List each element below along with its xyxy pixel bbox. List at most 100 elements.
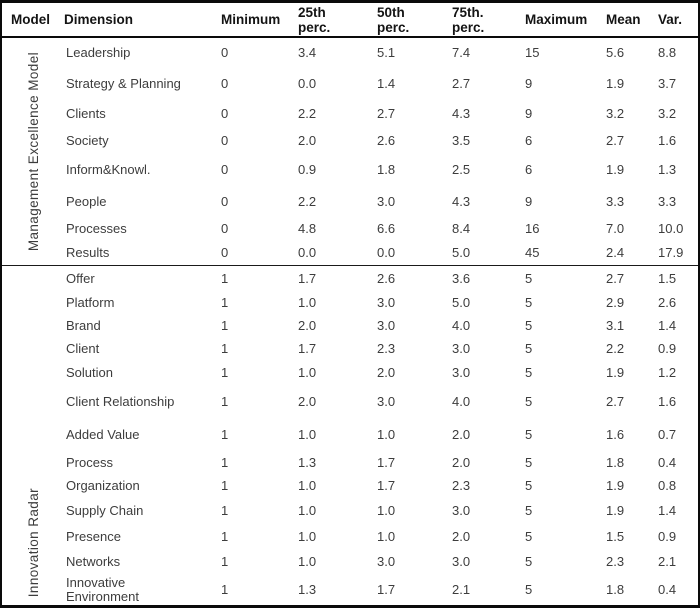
dimension-cell: Brand: [66, 317, 101, 333]
stat-cell: 9: [525, 76, 533, 91]
stat-cell: 3.2: [658, 106, 677, 121]
header-50th-line2: perc.: [377, 19, 410, 35]
stat-cell: 1: [221, 340, 229, 356]
dimension-cell: Clients: [66, 106, 106, 121]
stat-cell: 1.8: [606, 454, 625, 470]
table-row: Presence 1 1.0 1.0 2.0 5 1.5 0.9: [64, 524, 698, 549]
stat-cell: 1: [221, 502, 229, 518]
table-row: Innovative Environment 1 1.3 1.7 2.1 5 1.8 0.4: [64, 574, 698, 605]
stat-cell: 1.7: [377, 477, 396, 493]
stat-cell: 0.0: [298, 76, 317, 91]
stat-cell: 1.2: [658, 364, 677, 380]
stat-cell: 10.0: [658, 221, 684, 236]
stat-cell: 1: [221, 454, 229, 470]
table-row: People 0 2.2 3.0 4.3 9 3.3 3.3: [64, 187, 698, 217]
table-row: Processes 0 4.8 6.6 8.4 16 7.0 10.0: [64, 217, 698, 241]
stat-cell: 1: [221, 477, 229, 493]
table-row: Inform&Knowl. 0 0.9 1.8 2.5 6 1.9 1.3: [64, 153, 698, 187]
stat-cell: 3.0: [452, 364, 471, 380]
dimension-cell: People: [66, 194, 107, 209]
model-group-label: Innovation Radar: [25, 487, 41, 597]
table-row: Results 0 0.0 0.0 5.0 45 2.4 17.9: [64, 241, 698, 265]
dimension-cell: Leadership: [66, 45, 131, 60]
stat-cell: 4.3: [452, 194, 471, 209]
stat-cell: 1.6: [606, 427, 625, 442]
stat-cell: 1.8: [606, 581, 625, 597]
stat-cell: 1: [221, 581, 229, 597]
stat-cell: 1.0: [298, 294, 317, 310]
stat-cell: 1.0: [298, 553, 317, 569]
stat-cell: 1: [221, 427, 229, 442]
stat-cell: 1.5: [658, 270, 677, 286]
table-row: Brand 1 2.0 3.0 4.0 5 3.1 1.4: [64, 314, 698, 337]
stat-cell: 5: [525, 581, 533, 597]
table-row: Client 1 1.7 2.3 3.0 5 2.2 0.9: [64, 337, 698, 360]
stat-cell: 0.8: [658, 477, 677, 493]
header-75th-line1: 75th.: [452, 4, 484, 20]
stat-cell: 1: [221, 294, 229, 310]
stat-cell: 8.8: [658, 45, 677, 60]
stat-cell: 2.7: [452, 76, 471, 91]
stat-cell: 1.3: [658, 162, 677, 177]
stat-cell: 5: [525, 454, 533, 470]
stat-cell: 1.6: [658, 394, 677, 409]
header-25th-line1: 25th: [298, 4, 326, 20]
stat-cell: 5: [525, 553, 533, 569]
section-rows: Leadership 0 3.4 5.1 7.4 15 5.6 8.8 Strategy & P…: [64, 38, 698, 265]
stat-cell: 2.3: [452, 477, 471, 493]
stat-cell: 5: [525, 394, 533, 409]
stat-cell: 2.2: [298, 106, 317, 121]
table-row: Client Relationship 1 2.0 3.0 4.0 5 2.7 1.6: [64, 385, 698, 419]
stat-cell: 2.7: [606, 132, 625, 148]
stat-cell: 1.0: [298, 364, 317, 380]
stat-cell: 3.2: [606, 106, 625, 121]
dimension-cell: Processes: [66, 221, 127, 236]
stat-cell: 5: [525, 502, 533, 518]
header-cell-dimension: Dimension: [64, 12, 134, 27]
stat-cell: 5.0: [452, 245, 471, 260]
stat-cell: 2.1: [452, 581, 471, 597]
table-row: Society 0 2.0 2.6 3.5 6 2.7 1.6: [64, 128, 698, 153]
stat-cell: 3.3: [658, 194, 677, 209]
stat-cell: 0.9: [658, 340, 677, 356]
stat-cell: 1.4: [658, 502, 677, 518]
stat-cell: 3.0: [452, 340, 471, 356]
dimension-cell: Supply Chain: [66, 502, 144, 518]
stat-cell: 2.0: [452, 427, 471, 442]
table-row: Solution 1 1.0 2.0 3.0 5 1.9 1.2: [64, 360, 698, 385]
section-rows: Offer 1 1.7 2.6 3.6 5 2.7 1.5 Platform 1 1.0 3.0 5.0…: [64, 266, 698, 605]
stat-cell: 2.7: [606, 394, 625, 409]
stat-cell: 1.0: [377, 528, 396, 544]
stat-cell: 2.0: [298, 394, 317, 409]
stat-cell: 15: [525, 45, 540, 60]
stat-cell: 5: [525, 340, 533, 356]
header-cell-maximum: Maximum: [525, 12, 588, 27]
stat-cell: 3.0: [377, 294, 396, 310]
stat-cell: 1.0: [377, 502, 396, 518]
stat-cell: 4.0: [452, 317, 471, 333]
stat-cell: 0.7: [658, 427, 677, 442]
stat-cell: 2.0: [298, 317, 317, 333]
stat-cell: 2.3: [606, 553, 625, 569]
stat-cell: 1: [221, 317, 229, 333]
stat-cell: 2.4: [606, 245, 625, 260]
stat-cell: 2.6: [377, 270, 396, 286]
stat-cell: 1.7: [377, 581, 396, 597]
stat-cell: 3.7: [658, 76, 677, 91]
stat-cell: 6: [525, 162, 533, 177]
stat-cell: 0: [221, 194, 229, 209]
stat-cell: 3.0: [377, 194, 396, 209]
stat-cell: 2.2: [298, 194, 317, 209]
stat-cell: 1: [221, 528, 229, 544]
stat-cell: 1.5: [606, 528, 625, 544]
table-row: Strategy & Planning 0 0.0 1.4 2.7 9 1.9 3.7: [64, 68, 698, 100]
stat-cell: 1.7: [377, 454, 396, 470]
stat-cell: 5: [525, 270, 533, 286]
stat-cell: 1.3: [298, 454, 317, 470]
table-row: Offer 1 1.7 2.6 3.6 5 2.7 1.5: [64, 266, 698, 291]
table-row: Clients 0 2.2 2.7 4.3 9 3.2 3.2: [64, 100, 698, 128]
dimension-cell: Organization: [66, 477, 140, 493]
header-cell-75th-perc: 75th. perc.: [452, 5, 525, 35]
stat-cell: 0: [221, 106, 229, 121]
